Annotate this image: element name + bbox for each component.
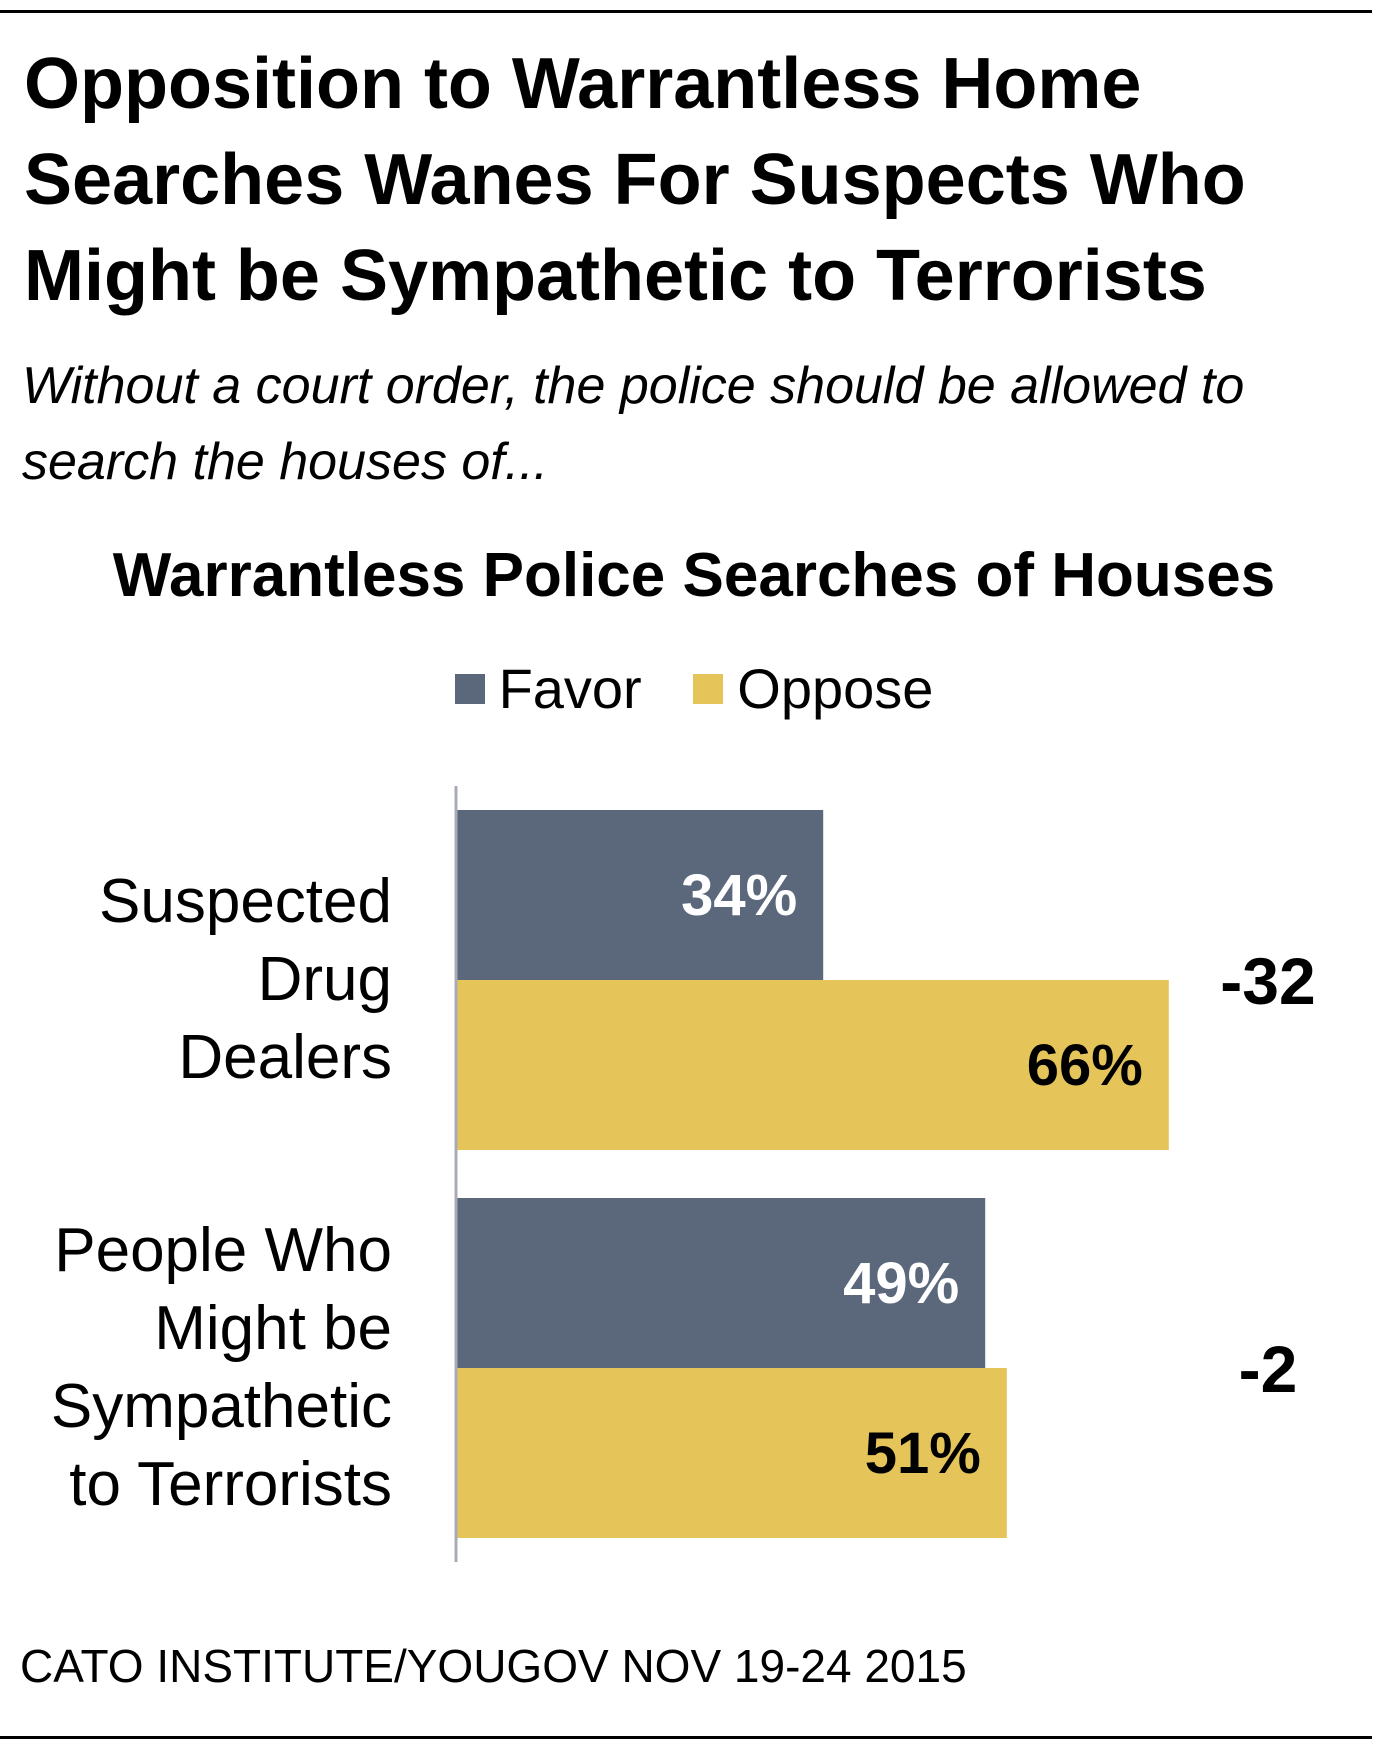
chart-legend: Favor Oppose bbox=[0, 650, 1388, 724]
data-label-favor-0: 34% bbox=[681, 863, 797, 928]
net-label-1: -2 bbox=[1239, 1332, 1298, 1406]
bar-oppose-0 bbox=[456, 980, 1169, 1150]
page-title: Opposition to Warrantless Home Searches … bbox=[24, 44, 1246, 316]
category-label-line: Suspected bbox=[99, 867, 392, 936]
category-label-line: Might be bbox=[154, 1294, 392, 1363]
net-label-0: -32 bbox=[1220, 944, 1315, 1018]
legend-item-favor: Favor bbox=[454, 654, 642, 724]
data-label-oppose-1: 51% bbox=[865, 1421, 981, 1486]
bar-favor-1 bbox=[456, 1198, 986, 1368]
category-label-line: Dealers bbox=[178, 1023, 392, 1092]
legend-label-oppose: Oppose bbox=[737, 657, 934, 720]
bar-oppose-1 bbox=[456, 1368, 1007, 1538]
category-label-line: to Terrorists bbox=[69, 1450, 392, 1519]
chart-title: Warrantless Police Searches of Houses bbox=[112, 541, 1276, 610]
legend-item-oppose: Oppose bbox=[693, 654, 933, 724]
source-note: CATO INSTITUTE/YOUGOV NOV 19-24 2015 bbox=[20, 1640, 967, 1692]
bottom-rule bbox=[0, 1736, 1372, 1739]
legend-swatch-favor bbox=[454, 674, 485, 704]
category-label-1: People Who Might be Sympathetic to Terroris… bbox=[12, 1212, 392, 1524]
category-label-line: Drug bbox=[257, 945, 392, 1014]
category-label-0: Suspected Drug Dealers bbox=[12, 863, 392, 1097]
page-subtitle: Without a court order, the police should… bbox=[22, 357, 1245, 491]
top-rule bbox=[0, 10, 1372, 13]
legend-swatch-oppose bbox=[693, 674, 724, 704]
category-label-line: People Who bbox=[54, 1216, 392, 1285]
category-label-line: Sympathetic bbox=[50, 1372, 392, 1441]
legend-label-favor: Favor bbox=[498, 657, 642, 720]
data-label-oppose-0: 66% bbox=[1027, 1033, 1143, 1098]
bar-favor-0 bbox=[456, 810, 824, 980]
data-label-favor-1: 49% bbox=[843, 1251, 959, 1316]
